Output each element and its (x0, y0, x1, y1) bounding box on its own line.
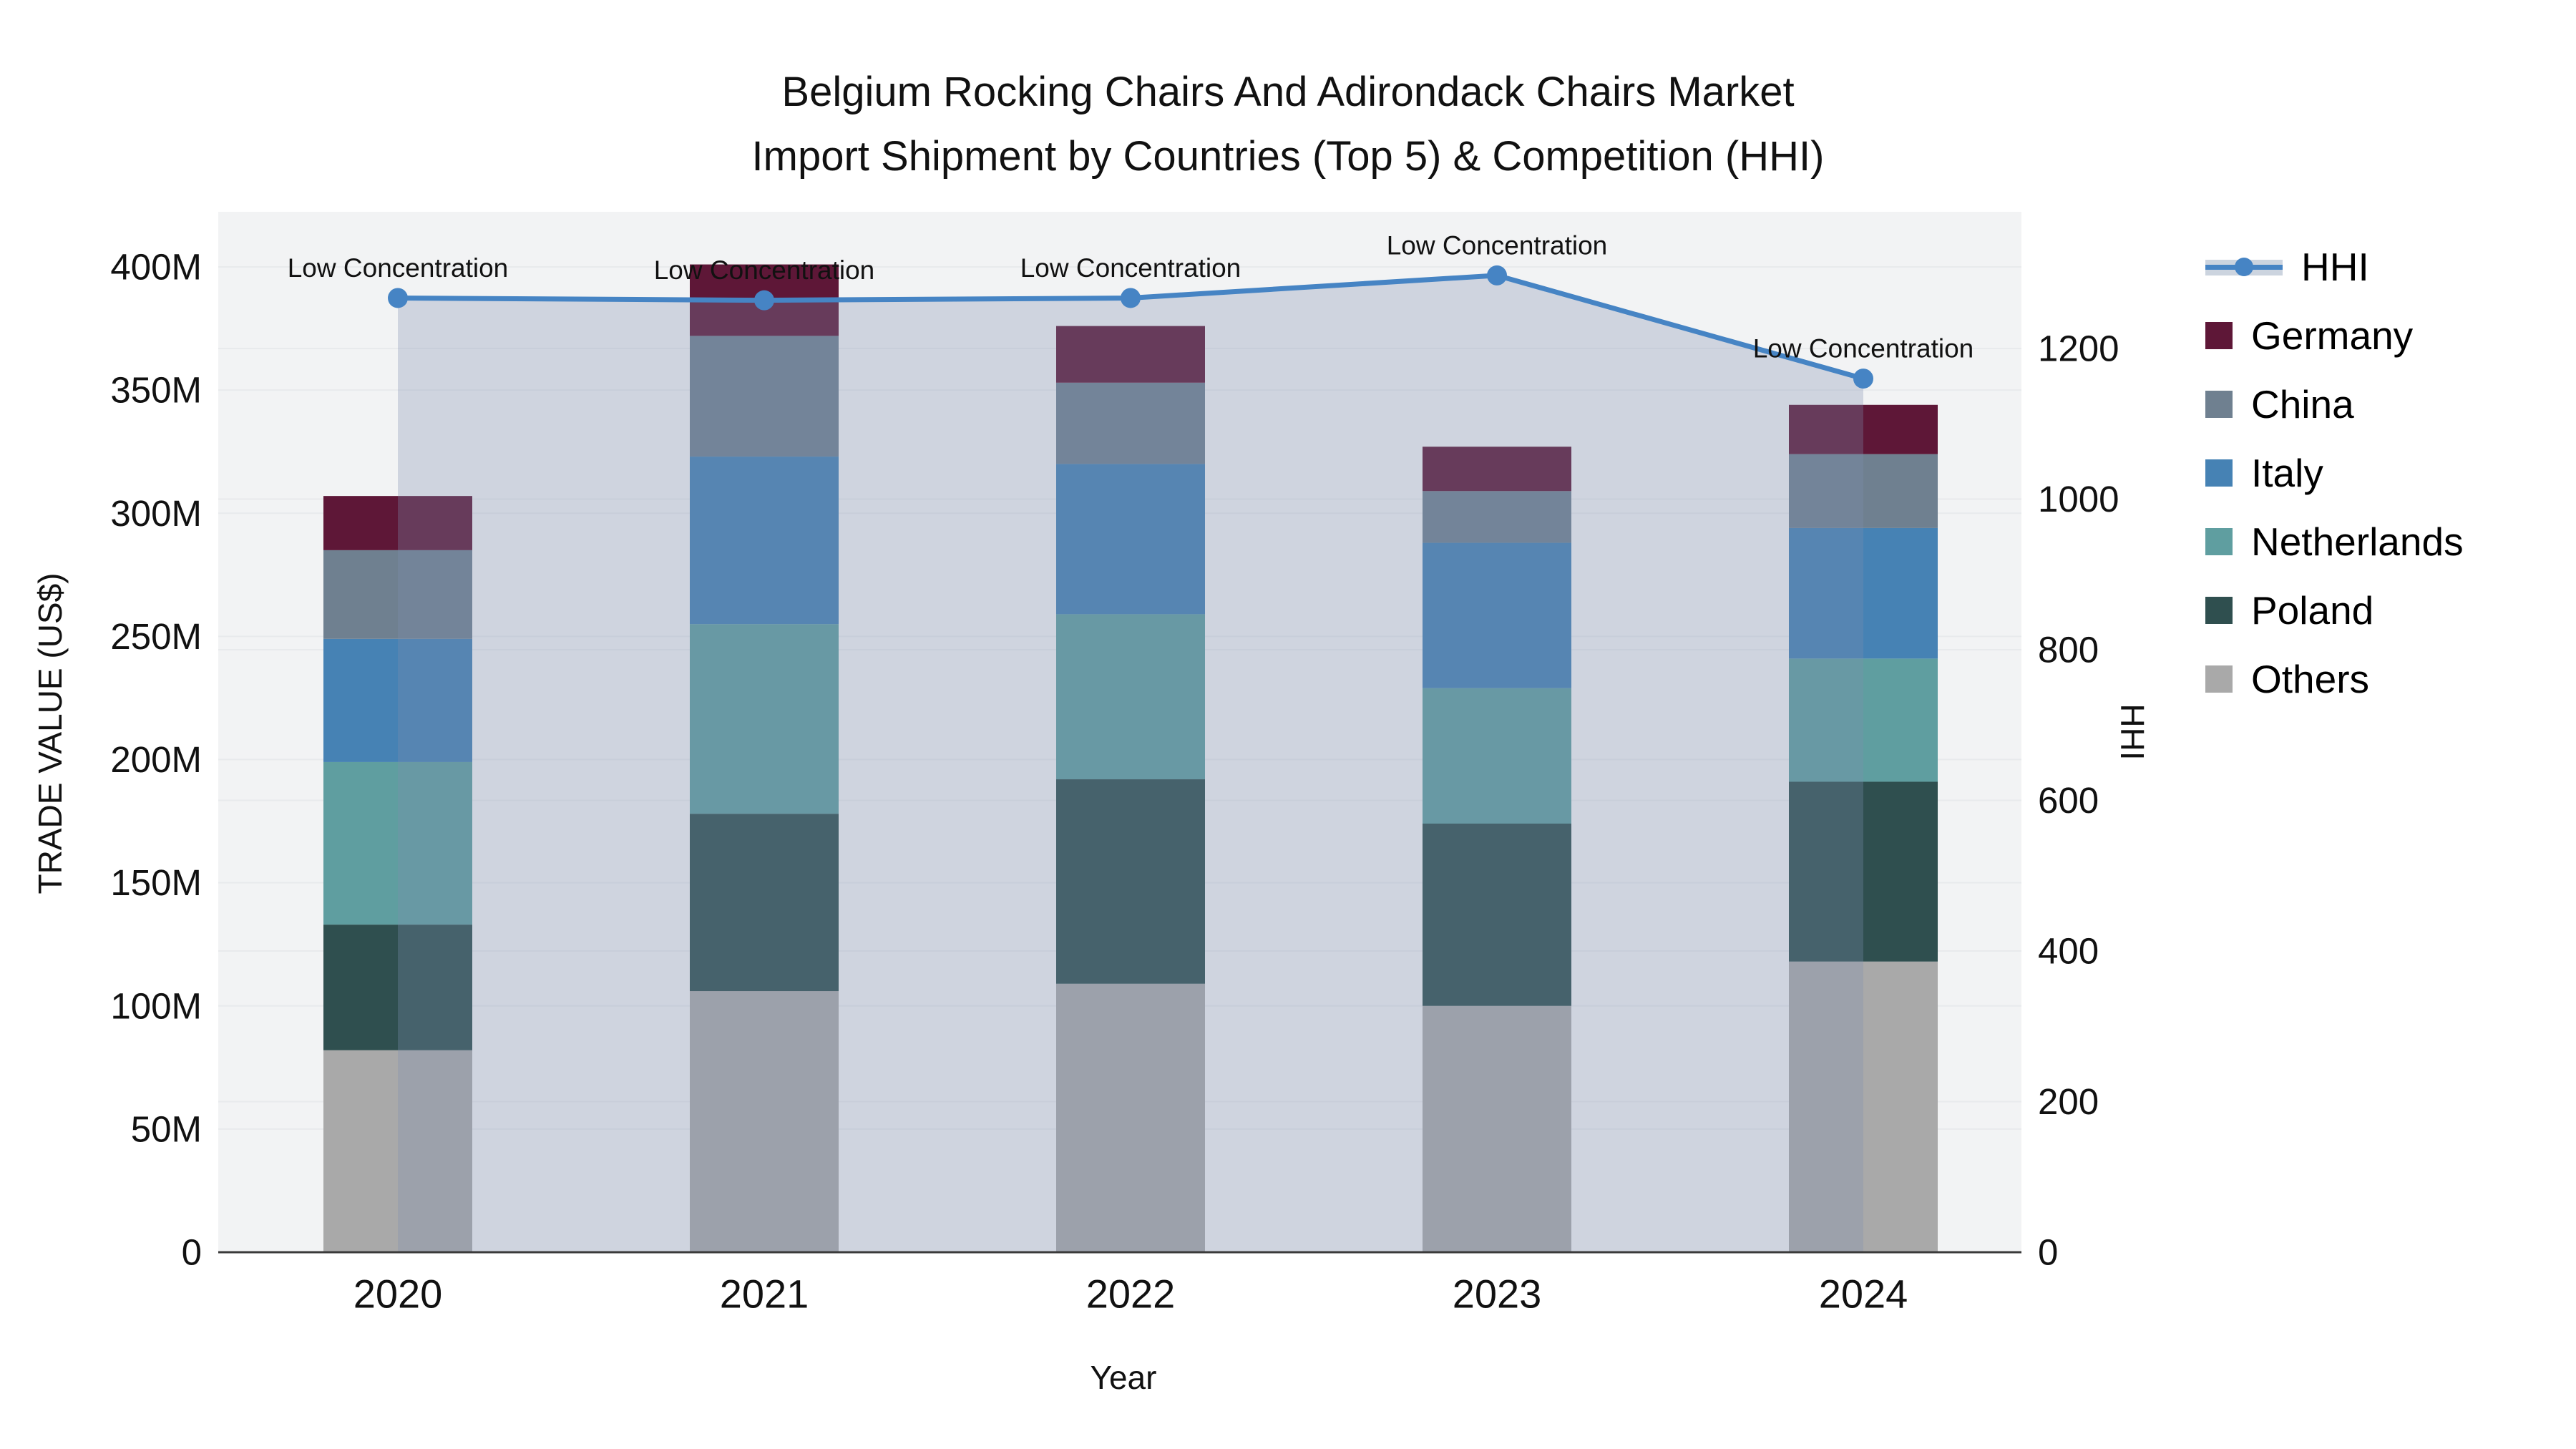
legend: HHI Germany China Italy Netherlands Poland Oth… (2205, 247, 2464, 699)
bar-segment-poland-2024 (1789, 781, 1938, 962)
hhi-area-fill (398, 275, 1863, 1253)
bar-segment-germany-2022 (1056, 326, 1205, 383)
legend-label-germany: Germany (2251, 313, 2414, 358)
bar-segment-italy-2021 (690, 457, 839, 625)
legend-item-others[interactable]: Others (2205, 659, 2464, 699)
bar-segment-italy-2023 (1423, 542, 1571, 688)
y-right-tick-label-800: 800 (2038, 630, 2099, 670)
bar-segment-italy-2022 (1056, 464, 1205, 615)
legend-label-italy: Italy (2251, 451, 2323, 495)
y-right-tick-label-600: 600 (2038, 780, 2099, 821)
bar-segment-others-2022 (1056, 983, 1205, 1252)
legend-swatch-others (2205, 665, 2233, 693)
legend-swatch-italy (2205, 459, 2233, 487)
legend-label-others: Others (2251, 657, 2370, 701)
x-tick-label-2022: 2022 (1086, 1272, 1176, 1317)
bar-segment-china-2022 (1056, 382, 1205, 464)
bar-segment-poland-2020 (323, 924, 472, 1050)
x-tick-label-2023: 2023 (1453, 1272, 1542, 1317)
chart-title-line1: Belgium Rocking Chairs And Adirondack Ch… (781, 69, 1795, 115)
y-right-tick-label-1000: 1000 (2038, 479, 2119, 519)
y-left-tick-label-200M: 200M (110, 739, 202, 780)
hhi-marker-2023 (1487, 265, 1507, 286)
hhi-marker-2021 (754, 290, 774, 311)
x-axis-title: Year (1090, 1359, 1157, 1396)
annotation-2023: Low Concentration (1387, 230, 1608, 260)
hhi-marker-2024 (1853, 369, 1873, 389)
bar-segment-poland-2022 (1056, 779, 1205, 984)
legend-swatch-china (2205, 391, 2233, 418)
bar-segment-others-2020 (323, 1050, 472, 1252)
x-tick-label-2024: 2024 (1819, 1272, 1908, 1317)
annotation-2022: Low Concentration (1020, 253, 1241, 283)
y-left-tick-label-400M: 400M (110, 247, 202, 288)
bar-segment-china-2021 (690, 336, 839, 457)
bar-segment-china-2020 (323, 550, 472, 639)
bar-segment-poland-2023 (1423, 824, 1571, 1006)
x-tick-label-2021: 2021 (720, 1272, 809, 1317)
hhi-marker-2022 (1121, 288, 1141, 308)
y-left-tick-label-100M: 100M (110, 985, 202, 1026)
y-right-tick-label-0: 0 (2038, 1232, 2058, 1273)
bar-segment-netherlands-2021 (690, 624, 839, 814)
x-tick-label-2020: 2020 (353, 1272, 443, 1317)
legend-item-hhi[interactable]: HHI (2205, 247, 2464, 287)
bar-segment-germany-2024 (1789, 404, 1938, 454)
bar-segment-others-2024 (1789, 961, 1938, 1252)
hhi-marker-2020 (388, 288, 408, 308)
legend-item-netherlands[interactable]: Netherlands (2205, 522, 2464, 562)
bar-segment-italy-2024 (1789, 527, 1938, 659)
y-right-axis-title: HHI (2114, 703, 2151, 761)
y-right-tick-label-1200: 1200 (2038, 328, 2119, 369)
y-right-tick-label-200: 200 (2038, 1081, 2099, 1122)
annotation-2020: Low Concentration (288, 253, 509, 283)
bar-segment-netherlands-2022 (1056, 614, 1205, 780)
legend-item-china[interactable]: China (2205, 384, 2464, 424)
legend-label-poland: Poland (2251, 588, 2374, 633)
bar-segment-others-2021 (690, 991, 839, 1252)
bar-segment-others-2023 (1423, 1005, 1571, 1252)
y-left-tick-label-0: 0 (182, 1232, 202, 1273)
y-right-tick-label-400: 400 (2038, 931, 2099, 972)
legend-item-poland[interactable]: Poland (2205, 590, 2464, 630)
y-left-tick-label-150M: 150M (110, 862, 202, 903)
bar-segment-netherlands-2023 (1423, 688, 1571, 824)
y-left-tick-label-350M: 350M (110, 370, 202, 411)
chart-title: Belgium Rocking Chairs And Adirondack Ch… (0, 60, 2576, 189)
y-left-tick-label-250M: 250M (110, 616, 202, 657)
bar-segment-netherlands-2020 (323, 761, 472, 925)
bar-segment-germany-2023 (1423, 447, 1571, 492)
legend-label-netherlands: Netherlands (2251, 519, 2464, 564)
y-left-axis-title: TRADE VALUE (US$) (31, 572, 69, 894)
bar-segment-poland-2021 (690, 814, 839, 992)
bar-segment-germany-2020 (323, 496, 472, 550)
hhi-line-swatch-icon (2205, 251, 2283, 283)
legend-item-italy[interactable]: Italy (2205, 453, 2464, 493)
annotation-2021: Low Concentration (654, 255, 875, 285)
legend-swatch-germany (2205, 322, 2233, 349)
y-left-tick-label-300M: 300M (110, 493, 202, 534)
bar-segment-china-2024 (1789, 454, 1938, 528)
bar-segment-netherlands-2024 (1789, 658, 1938, 782)
bar-segment-italy-2020 (323, 638, 472, 762)
legend-item-germany[interactable]: Germany (2205, 316, 2464, 356)
legend-swatch-poland (2205, 597, 2233, 624)
legend-label-china: China (2251, 382, 2354, 426)
legend-label-hhi: HHI (2301, 245, 2369, 289)
annotation-2024: Low Concentration (1753, 334, 1974, 364)
y-left-tick-label-50M: 50M (131, 1108, 202, 1149)
legend-swatch-netherlands (2205, 528, 2233, 555)
chart-title-line2: Import Shipment by Countries (Top 5) & C… (751, 133, 1825, 180)
bar-segment-china-2023 (1423, 491, 1571, 543)
hhi-marker-sample (2235, 258, 2253, 276)
